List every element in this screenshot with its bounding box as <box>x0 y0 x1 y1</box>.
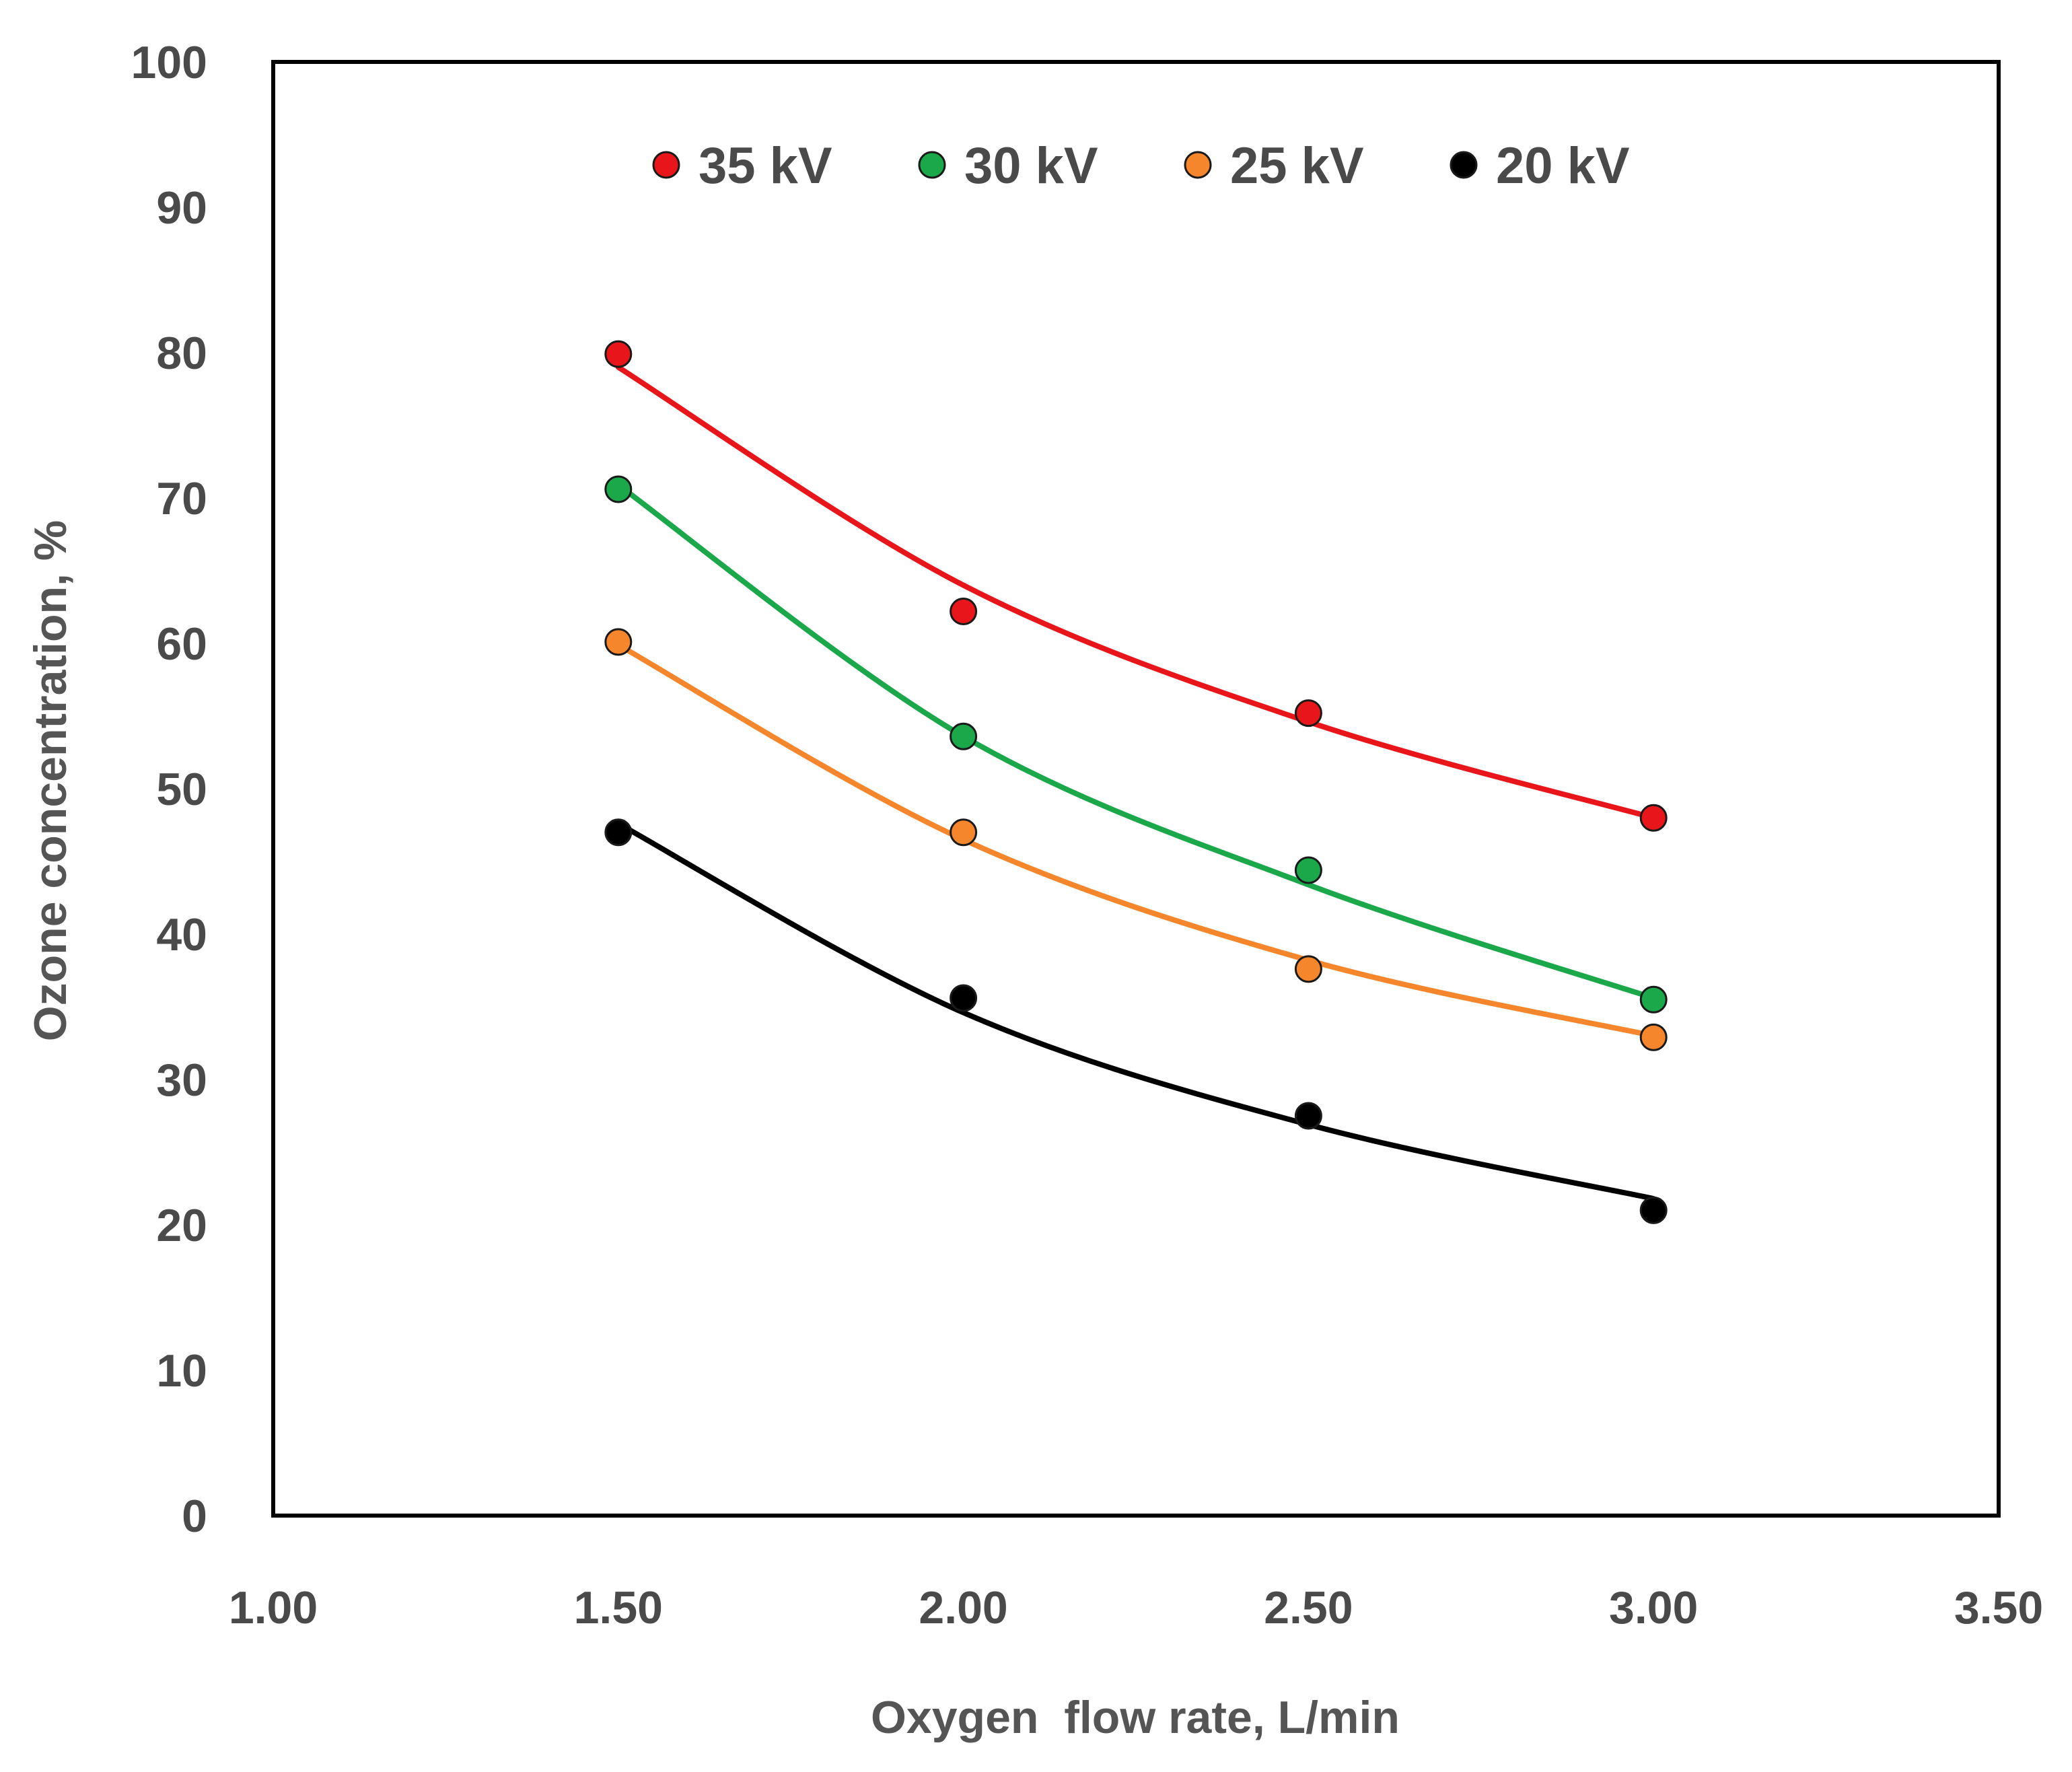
x-tick-label: 3.00 <box>1609 1582 1698 1633</box>
trend-line-35-kv <box>615 364 1657 821</box>
trend-lines <box>615 364 1657 1202</box>
data-point-25-kv <box>950 818 978 847</box>
y-tick-label: 30 <box>156 1055 207 1106</box>
y-tick-label: 0 <box>182 1491 207 1542</box>
data-point-35-kv <box>1294 699 1322 728</box>
legend-marker <box>652 151 680 179</box>
data-points <box>604 340 1668 1224</box>
y-tick-label: 80 <box>156 328 207 379</box>
data-point-20-kv <box>1294 1102 1322 1130</box>
y-tick-label: 40 <box>156 909 207 960</box>
data-point-30-kv <box>1294 856 1322 884</box>
y-tick-label: 90 <box>156 182 207 234</box>
legend-marker <box>1450 151 1478 179</box>
data-point-20-kv <box>950 984 978 1012</box>
x-axis-title: Oxygen flow rate, L/min <box>871 1692 1400 1743</box>
legend-label: 35 kV <box>699 137 832 194</box>
data-point-25-kv <box>1294 955 1322 983</box>
legend-marker <box>1184 151 1212 179</box>
x-axis-ticks: 1.00 1.50 2.00 2.50 3.00 3.50 <box>229 1582 2043 1633</box>
x-tick-label: 1.00 <box>229 1582 318 1633</box>
y-axis-title: Ozone concentration, % <box>25 520 76 1042</box>
x-tick-label: 2.00 <box>919 1582 1007 1633</box>
trend-line-20-kv <box>615 820 1657 1202</box>
legend-marker <box>918 151 946 179</box>
y-axis-ticks: 0 10 20 30 40 50 60 70 80 90 100 <box>131 37 207 1542</box>
trend-line-25-kv <box>615 642 1657 1039</box>
x-tick-label: 3.50 <box>1954 1582 2043 1633</box>
data-point-30-kv <box>950 722 978 750</box>
data-point-35-kv <box>1639 804 1668 832</box>
x-tick-label: 1.50 <box>574 1582 663 1633</box>
data-point-30-kv <box>1639 985 1668 1014</box>
data-point-25-kv <box>604 628 633 656</box>
data-point-20-kv <box>604 818 633 847</box>
legend: 35 kV 30 kV 25 kV 20 kV <box>652 137 1630 194</box>
y-tick-label: 100 <box>131 37 207 88</box>
x-tick-label: 2.50 <box>1264 1582 1353 1633</box>
y-tick-label: 10 <box>156 1345 207 1396</box>
y-tick-label: 20 <box>156 1200 207 1251</box>
plot-frame <box>271 60 2001 1518</box>
y-tick-label: 70 <box>156 473 207 524</box>
data-point-35-kv <box>950 597 978 625</box>
data-point-25-kv <box>1639 1023 1668 1051</box>
trend-line-30-kv <box>615 482 1657 1001</box>
y-tick-label: 60 <box>156 618 207 670</box>
data-point-35-kv <box>604 340 633 368</box>
legend-label: 20 kV <box>1496 137 1630 194</box>
legend-label: 30 kV <box>964 137 1098 194</box>
y-tick-label: 50 <box>156 764 207 815</box>
legend-label: 25 kV <box>1230 137 1364 194</box>
data-point-30-kv <box>604 475 633 503</box>
data-point-20-kv <box>1639 1196 1668 1224</box>
